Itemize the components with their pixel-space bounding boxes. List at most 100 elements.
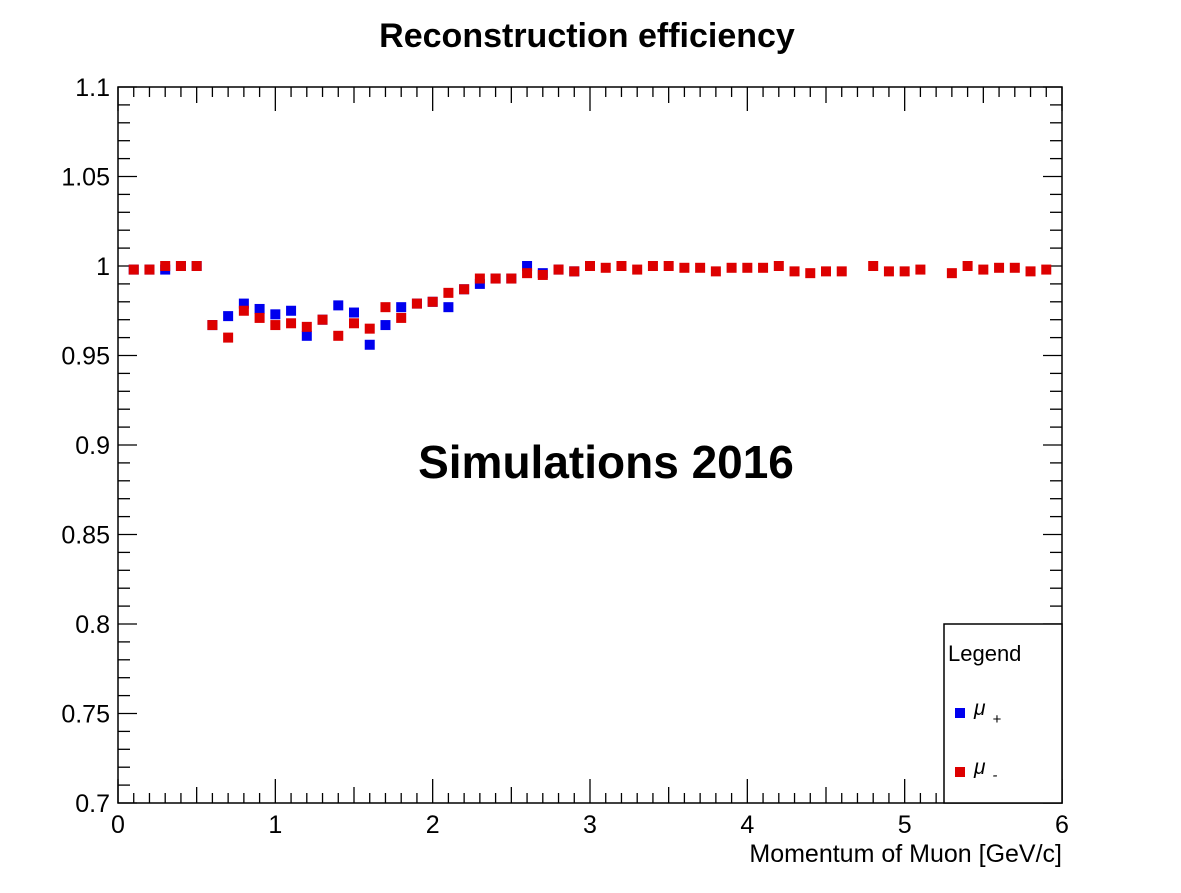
y-tick-label: 0.8 — [75, 611, 110, 639]
data-point — [946, 268, 957, 279]
data-point — [223, 311, 234, 322]
x-tick-label: 4 — [740, 811, 754, 839]
chart-title: Reconstruction efficiency — [379, 17, 795, 55]
data-point — [333, 330, 344, 341]
data-point — [191, 261, 202, 271]
data-point — [349, 307, 359, 318]
legend-marker-mu-minus — [955, 767, 965, 777]
data-point — [789, 266, 800, 277]
data-point — [978, 264, 989, 275]
data-point — [883, 266, 894, 277]
data-point — [490, 273, 501, 284]
data-point — [600, 262, 611, 273]
data-point — [443, 302, 454, 313]
data-point — [805, 268, 816, 279]
data-point — [175, 261, 186, 271]
data-point — [585, 261, 595, 271]
data-point — [254, 312, 265, 323]
legend-label-mu-plus: μ + — [973, 697, 1001, 728]
data-point — [553, 264, 564, 275]
data-point — [821, 266, 831, 277]
data-point — [286, 305, 297, 316]
legend: Legend μ + μ - — [943, 623, 1063, 804]
data-point — [238, 298, 249, 309]
legend-subscript-mu-minus: - — [992, 767, 997, 784]
series-1 — [128, 261, 1052, 343]
axis-tick-labels: 0 1 2 3 4 5 6 0.7 0.75 0.8 0.85 0.9 0.95 1 1.05 1.1 — [61, 74, 1069, 839]
data-point — [522, 268, 533, 279]
data-point — [301, 321, 312, 332]
data-point — [223, 332, 234, 343]
data-point — [710, 266, 721, 277]
legend-marker-mu-plus — [955, 708, 965, 718]
data-point — [899, 266, 910, 277]
data-point — [396, 312, 407, 323]
data-point — [569, 266, 580, 277]
data-point — [380, 320, 391, 331]
x-tick-label: 1 — [268, 811, 282, 839]
x-tick-label: 6 — [1055, 811, 1069, 839]
data-point — [427, 296, 438, 307]
legend-symbol-mu-minus: μ — [973, 756, 986, 779]
data-point — [411, 298, 422, 309]
data-point — [994, 262, 1005, 273]
y-tick-label: 0.85 — [61, 522, 110, 550]
y-tick-label: 1.1 — [75, 74, 110, 102]
data-point — [349, 318, 359, 329]
data-point — [207, 320, 218, 331]
data-point — [364, 323, 375, 334]
data-point — [254, 303, 265, 314]
x-tick-label: 5 — [898, 811, 912, 839]
data-point — [679, 262, 690, 273]
data-points — [128, 261, 1052, 350]
data-point — [364, 339, 375, 350]
data-point — [773, 261, 784, 271]
data-point — [836, 266, 847, 277]
data-point — [647, 261, 658, 271]
data-point — [474, 278, 485, 289]
data-point — [868, 261, 879, 271]
data-point — [742, 262, 753, 273]
data-point — [663, 261, 674, 271]
data-point — [459, 284, 470, 295]
data-point — [758, 262, 769, 273]
data-point — [443, 287, 454, 298]
x-tick-label: 0 — [111, 811, 125, 839]
legend-title: Legend — [948, 641, 1021, 666]
x-tick-label: 2 — [426, 811, 440, 839]
y-tick-label: 0.9 — [75, 432, 110, 460]
y-tick-label: 0.95 — [61, 343, 110, 371]
legend-label-mu-minus: μ - — [973, 756, 997, 784]
data-point — [616, 261, 627, 271]
data-point — [1041, 264, 1052, 275]
y-tick-label: 0.7 — [75, 790, 110, 818]
data-point — [1025, 266, 1036, 277]
y-tick-label: 1.05 — [61, 164, 110, 192]
axis-ticks — [117, 86, 1063, 804]
data-point — [522, 261, 533, 271]
data-point — [915, 264, 926, 275]
legend-symbol-mu-plus: μ — [973, 697, 986, 720]
x-tick-label: 3 — [583, 811, 597, 839]
data-point — [474, 273, 485, 284]
data-point — [506, 273, 517, 284]
data-point — [317, 314, 328, 325]
data-point — [270, 320, 281, 331]
x-axis-label: Momentum of Muon [GeV/c] — [749, 840, 1062, 868]
data-point — [695, 262, 706, 273]
data-point — [128, 264, 139, 275]
y-tick-label: 1 — [96, 253, 110, 281]
data-point — [286, 318, 297, 329]
data-point — [270, 309, 281, 320]
data-point — [632, 264, 643, 275]
data-point — [396, 302, 407, 313]
data-point — [537, 269, 548, 280]
data-point — [301, 330, 312, 341]
chart-annotation: Simulations 2016 — [418, 436, 794, 488]
legend-subscript-mu-plus: + — [992, 711, 1001, 728]
data-point — [238, 305, 249, 316]
data-point — [1009, 262, 1020, 273]
data-point — [144, 264, 155, 275]
data-point — [726, 262, 737, 273]
